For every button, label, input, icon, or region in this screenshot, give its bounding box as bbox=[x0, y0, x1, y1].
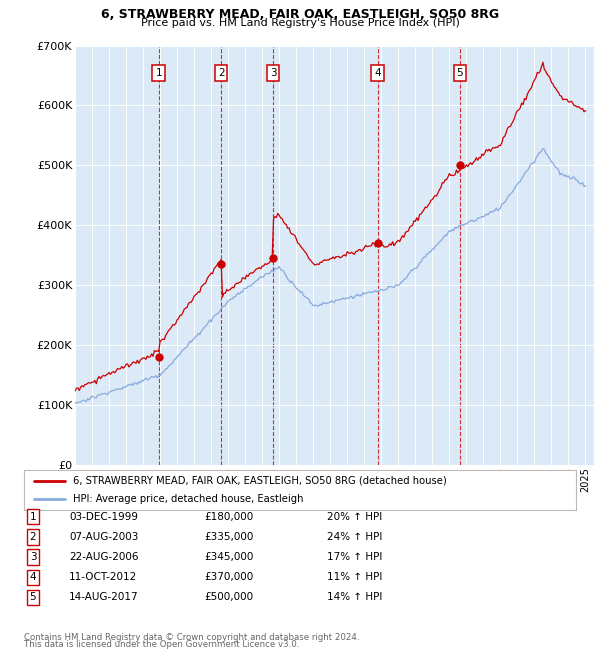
Text: 11-OCT-2012: 11-OCT-2012 bbox=[69, 572, 137, 582]
Text: 14% ↑ HPI: 14% ↑ HPI bbox=[327, 592, 382, 603]
Text: 3: 3 bbox=[29, 552, 37, 562]
Text: 2: 2 bbox=[29, 532, 37, 542]
Text: 6, STRAWBERRY MEAD, FAIR OAK, EASTLEIGH, SO50 8RG (detached house): 6, STRAWBERRY MEAD, FAIR OAK, EASTLEIGH,… bbox=[73, 476, 446, 486]
Text: £335,000: £335,000 bbox=[204, 532, 253, 542]
Text: 4: 4 bbox=[29, 572, 37, 582]
Text: 5: 5 bbox=[457, 68, 463, 78]
Text: 14-AUG-2017: 14-AUG-2017 bbox=[69, 592, 139, 603]
Text: 5: 5 bbox=[29, 592, 37, 603]
Text: 2: 2 bbox=[218, 68, 224, 78]
Text: 07-AUG-2003: 07-AUG-2003 bbox=[69, 532, 139, 542]
Text: 1: 1 bbox=[29, 512, 37, 522]
Text: Price paid vs. HM Land Registry's House Price Index (HPI): Price paid vs. HM Land Registry's House … bbox=[140, 18, 460, 28]
Text: £500,000: £500,000 bbox=[204, 592, 253, 603]
Text: 22-AUG-2006: 22-AUG-2006 bbox=[69, 552, 139, 562]
Text: 3: 3 bbox=[270, 68, 277, 78]
Text: 17% ↑ HPI: 17% ↑ HPI bbox=[327, 552, 382, 562]
Text: 03-DEC-1999: 03-DEC-1999 bbox=[69, 512, 138, 522]
Text: 1: 1 bbox=[155, 68, 162, 78]
Text: £370,000: £370,000 bbox=[204, 572, 253, 582]
Text: 4: 4 bbox=[374, 68, 381, 78]
Text: £180,000: £180,000 bbox=[204, 512, 253, 522]
Text: This data is licensed under the Open Government Licence v3.0.: This data is licensed under the Open Gov… bbox=[24, 640, 299, 649]
Text: HPI: Average price, detached house, Eastleigh: HPI: Average price, detached house, East… bbox=[73, 495, 303, 504]
Text: 20% ↑ HPI: 20% ↑ HPI bbox=[327, 512, 382, 522]
Text: 24% ↑ HPI: 24% ↑ HPI bbox=[327, 532, 382, 542]
Text: Contains HM Land Registry data © Crown copyright and database right 2024.: Contains HM Land Registry data © Crown c… bbox=[24, 633, 359, 642]
Text: £345,000: £345,000 bbox=[204, 552, 253, 562]
Text: 11% ↑ HPI: 11% ↑ HPI bbox=[327, 572, 382, 582]
Text: 6, STRAWBERRY MEAD, FAIR OAK, EASTLEIGH, SO50 8RG: 6, STRAWBERRY MEAD, FAIR OAK, EASTLEIGH,… bbox=[101, 8, 499, 21]
